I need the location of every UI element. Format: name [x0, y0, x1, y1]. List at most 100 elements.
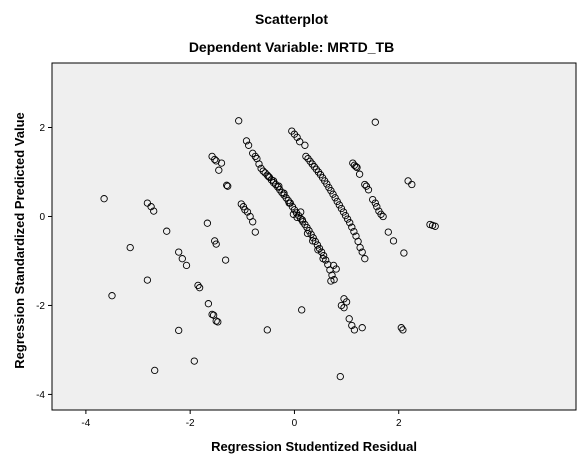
x-tick-label: -4 [81, 418, 90, 429]
data-point [263, 171, 271, 179]
data-point [190, 357, 198, 365]
data-point [399, 326, 407, 334]
data-point [333, 197, 341, 206]
data-point [214, 318, 222, 326]
data-point [182, 261, 191, 270]
data-point [259, 167, 267, 175]
data-point [301, 141, 309, 149]
x-axis-title: Regression Studentized Residual [211, 439, 417, 454]
data-point [204, 300, 213, 308]
data-point [329, 190, 337, 198]
data-point [303, 229, 312, 238]
data-point [353, 163, 361, 172]
data-point [255, 160, 263, 168]
data-point [269, 177, 278, 185]
data-point [332, 265, 340, 273]
data-point [212, 317, 220, 325]
chart-subtitle: Dependent Variable: MRTD_TB [188, 39, 395, 55]
data-point [327, 187, 335, 195]
data-point [337, 204, 346, 213]
data-point [379, 212, 387, 221]
data-point [175, 326, 183, 335]
data-point [350, 326, 359, 334]
x-tick-label: -2 [186, 418, 195, 429]
data-point [330, 276, 338, 284]
data-point [314, 246, 322, 254]
data-point [361, 255, 369, 263]
data-point [249, 218, 257, 226]
data-point [251, 152, 259, 161]
data-point [355, 170, 364, 178]
data-point [346, 219, 354, 227]
data-point [358, 324, 366, 332]
y-tick-label: 0 [39, 212, 45, 223]
data-point [341, 211, 350, 220]
y-tick-label: -2 [36, 301, 45, 312]
data-point [336, 372, 344, 381]
data-point [350, 227, 358, 236]
data-point [217, 159, 226, 167]
data-point [364, 186, 373, 194]
data-point [350, 161, 359, 169]
data-point [311, 237, 319, 246]
data-point [194, 281, 202, 290]
data-point [389, 237, 398, 245]
data-point [126, 243, 134, 252]
x-tick-label: 0 [292, 418, 298, 429]
data-point [309, 234, 317, 242]
data-point [307, 230, 315, 238]
chart-title: Scatterplot [254, 11, 329, 27]
data-point [345, 315, 353, 323]
data-point [175, 248, 183, 256]
data-point [208, 310, 216, 319]
data-point [327, 277, 335, 285]
data-point [384, 228, 392, 236]
data-point [356, 243, 364, 252]
data-point [100, 195, 108, 203]
data-point [400, 249, 408, 257]
data-point [195, 284, 204, 292]
data-point [275, 182, 283, 190]
data-point [296, 138, 304, 146]
x-tick-label: 2 [396, 418, 402, 429]
data-point [235, 117, 243, 125]
data-point [317, 248, 326, 256]
data-point [373, 203, 381, 211]
data-points [100, 117, 439, 381]
data-point [315, 244, 324, 253]
data-point [211, 155, 219, 164]
data-point [151, 366, 159, 375]
data-point [298, 306, 306, 314]
data-point [339, 208, 348, 216]
data-point [143, 276, 152, 284]
data-point [337, 301, 346, 310]
data-point [348, 223, 356, 231]
data-point [215, 166, 223, 174]
data-point [408, 180, 416, 189]
data-point [285, 199, 293, 207]
data-point [163, 227, 171, 235]
data-point [263, 326, 271, 334]
data-point [298, 216, 306, 224]
data-point [209, 311, 218, 319]
data-point [302, 152, 310, 161]
data-point [319, 251, 328, 260]
y-tick-label: -4 [36, 390, 45, 401]
data-point [212, 240, 220, 248]
data-point [242, 137, 251, 145]
data-point [309, 237, 317, 245]
data-point [340, 304, 348, 312]
data-point [377, 210, 385, 218]
data-point [328, 271, 336, 279]
data-point [297, 208, 305, 216]
data-point [244, 141, 253, 149]
data-point [280, 189, 288, 197]
data-point [108, 292, 116, 300]
data-point [352, 163, 360, 171]
data-point [313, 241, 322, 249]
y-tick-label: 2 [39, 123, 45, 134]
data-point [289, 210, 298, 218]
data-point [251, 228, 259, 236]
data-point [371, 199, 379, 207]
